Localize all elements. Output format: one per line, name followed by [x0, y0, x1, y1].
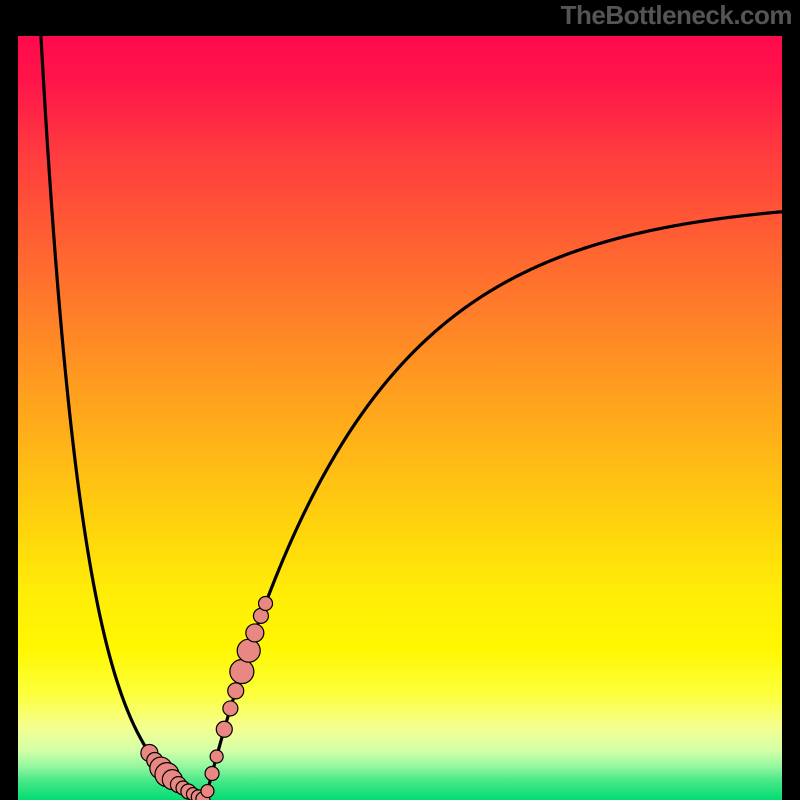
watermark-text: TheBottleneck.com [561, 0, 792, 31]
curve-marker [223, 701, 238, 716]
curve-marker [246, 624, 264, 642]
curve-marker [205, 767, 219, 781]
curve-marker [210, 750, 223, 763]
curve-marker [230, 660, 254, 684]
curve-marker [237, 639, 260, 662]
chart-canvas: TheBottleneck.com [0, 0, 800, 800]
chart-svg [0, 0, 800, 800]
curve-marker [259, 597, 273, 611]
plot-background [18, 36, 782, 800]
curve-marker [216, 721, 232, 737]
curve-marker [228, 683, 244, 699]
curve-marker [201, 785, 214, 798]
